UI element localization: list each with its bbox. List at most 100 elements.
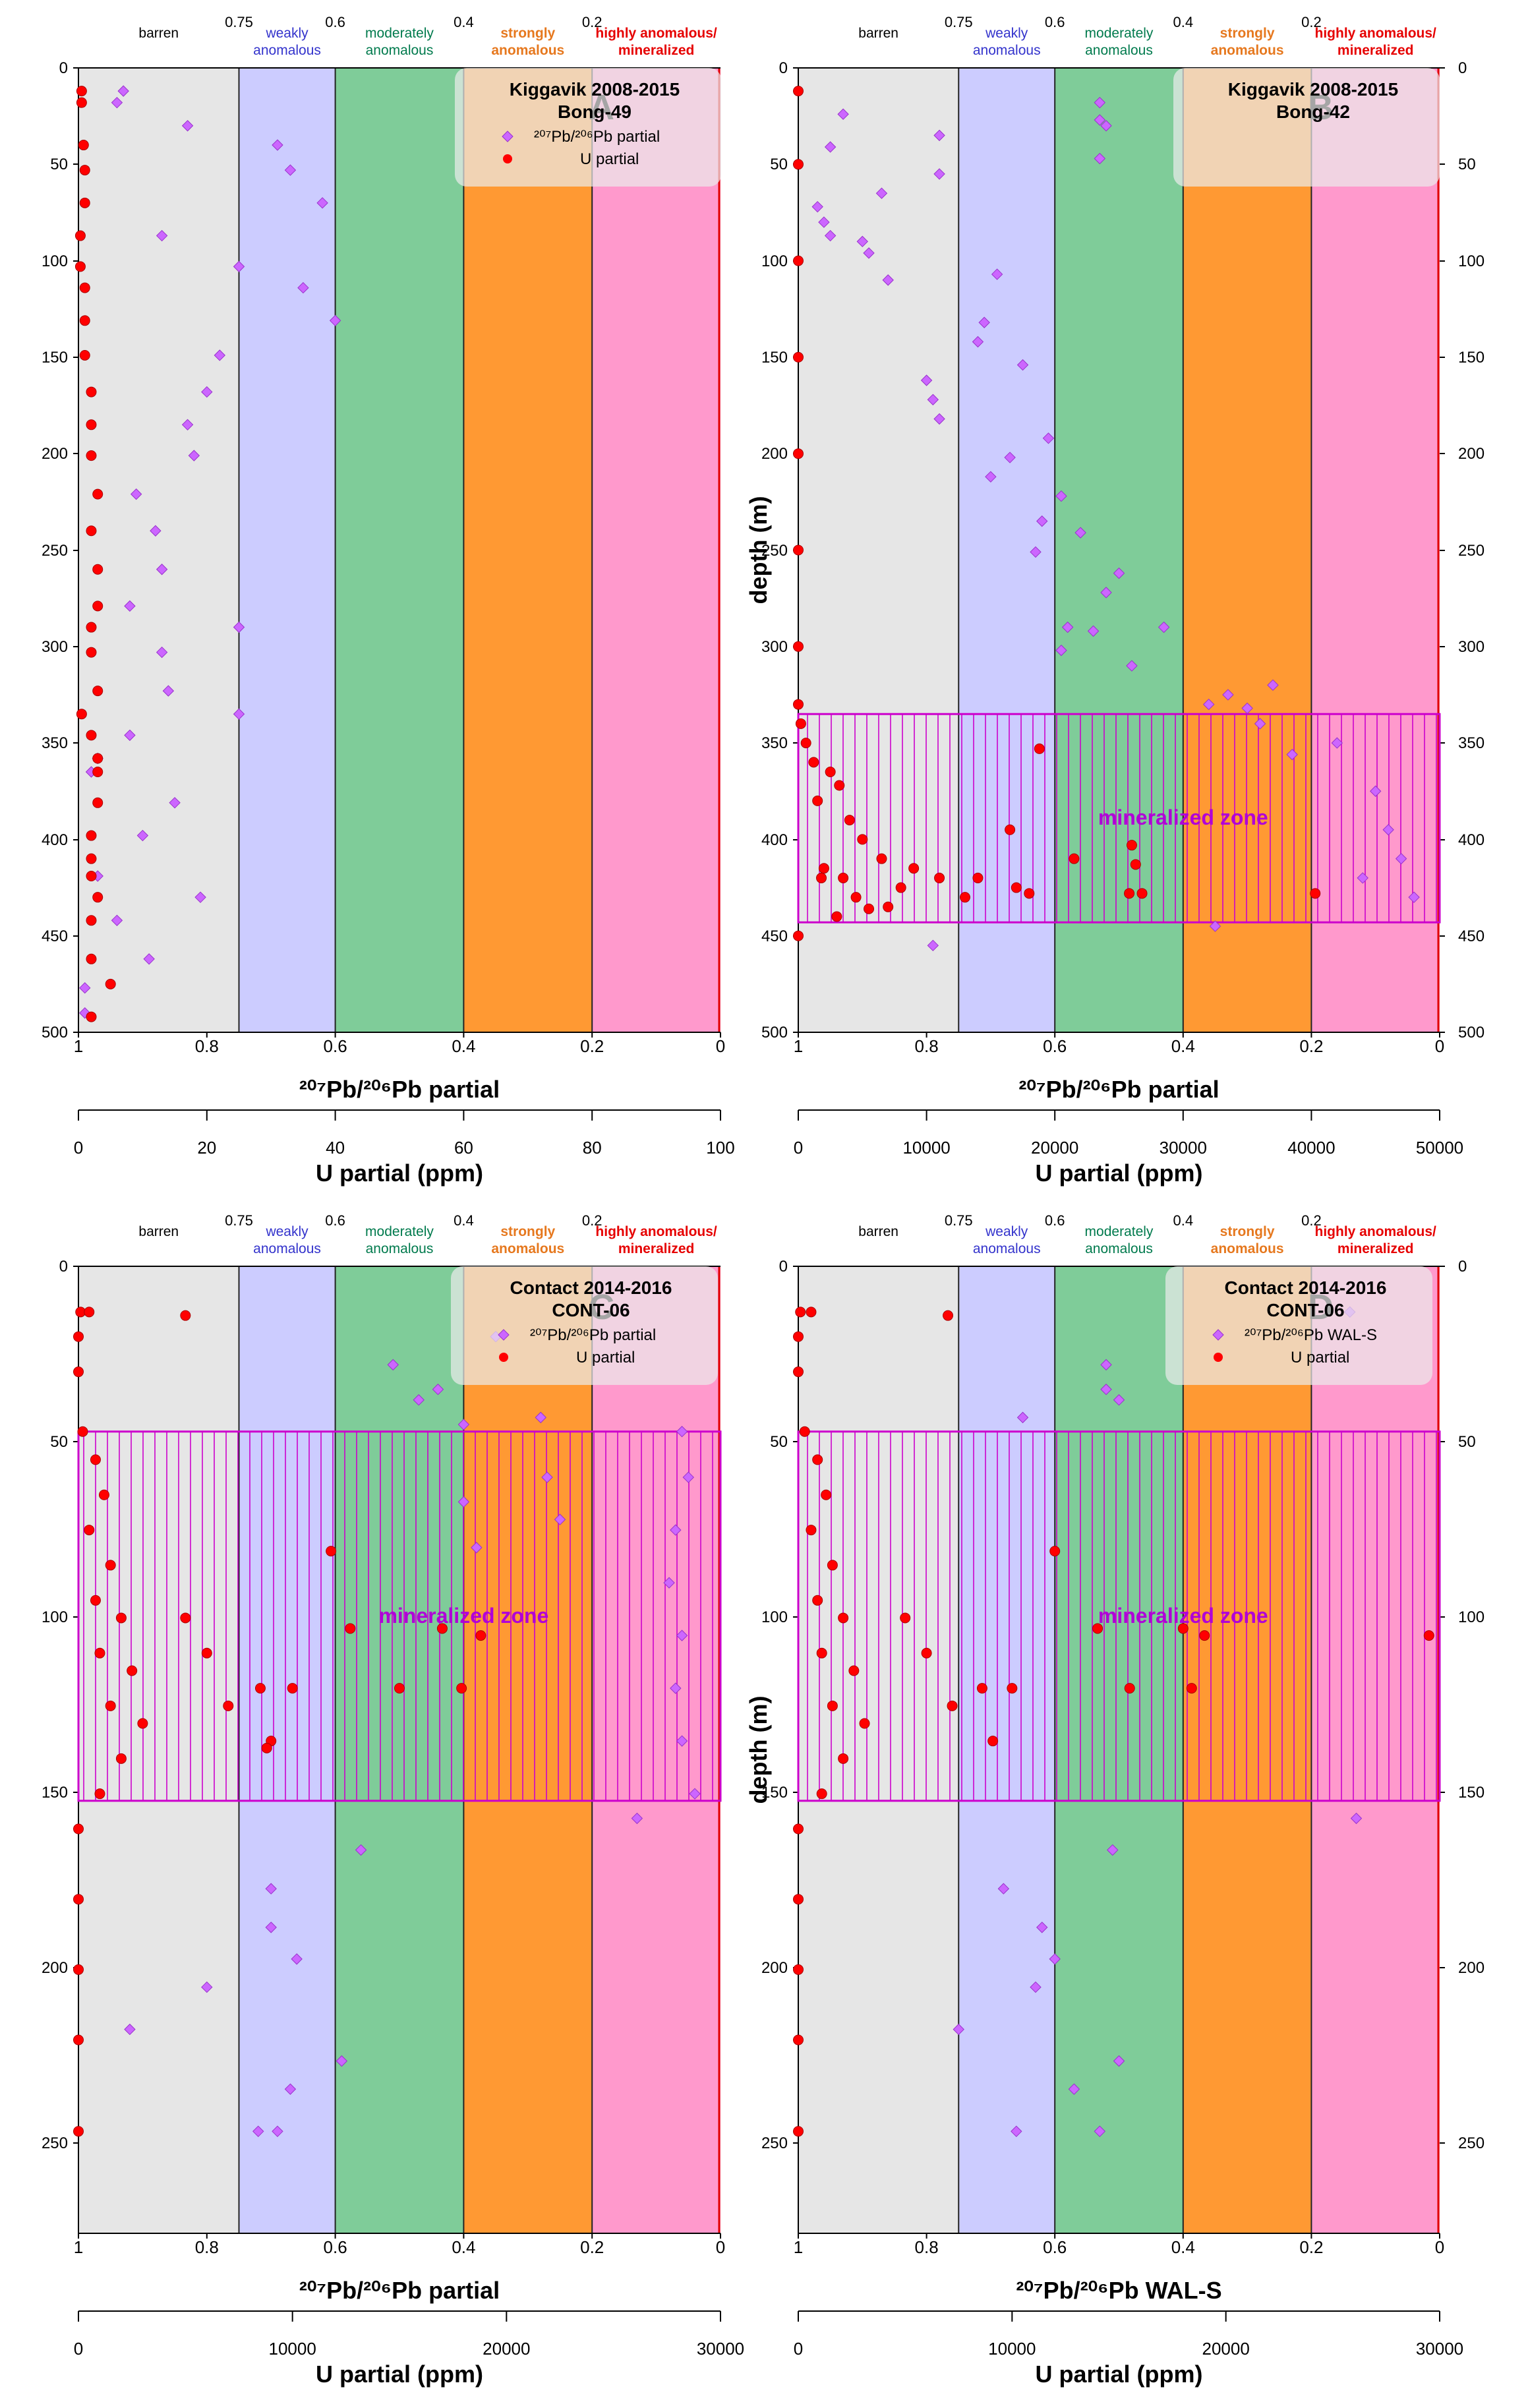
y-tick-label: 0 — [779, 1258, 788, 1276]
zone-label: mineralized — [618, 43, 695, 58]
u-point — [86, 830, 97, 841]
u-tick-label: 80 — [583, 1138, 602, 1158]
u-tick-label: 20000 — [483, 2339, 530, 2359]
zone-label: highly anomalous/ — [1315, 26, 1437, 41]
u-point — [92, 686, 103, 697]
u-point — [800, 738, 811, 749]
u-point — [793, 1823, 804, 1835]
ratio-point — [1036, 515, 1048, 527]
mineralized-zone-label: mineralized zone — [1098, 806, 1268, 829]
x-tick-label: 1 — [74, 1036, 83, 1056]
y-tick-label: 200 — [761, 445, 788, 463]
y-tick-label: 50 — [50, 156, 68, 173]
zone-label: anomalous — [973, 1241, 1041, 1256]
u-point — [806, 1307, 817, 1318]
y-tick-label: 250 — [761, 2134, 788, 2152]
u-tick-label: 50000 — [1416, 1138, 1463, 1158]
y-tick-label: 150 — [42, 349, 68, 367]
x-tick-label: 0.4 — [452, 1036, 475, 1056]
u-point — [74, 261, 86, 272]
title-line2: CONT-06 — [552, 1300, 630, 1320]
ratio-point — [143, 953, 155, 965]
ratio-point — [1331, 737, 1343, 749]
ratio-point — [1004, 452, 1016, 463]
u-point — [818, 863, 829, 874]
u-point — [1130, 859, 1141, 870]
panel-b: barren weakly anomalous moderately anomalous… — [745, 14, 1484, 1187]
u-point — [86, 730, 97, 741]
u-tick-label: 60 — [454, 1138, 473, 1158]
ratio-point — [355, 1844, 367, 1856]
ratio-point — [1030, 546, 1042, 558]
ratio-point — [316, 197, 328, 209]
legend-ratio-label: ²⁰⁷Pb/²⁰⁶Pb partial — [530, 1326, 656, 1344]
ratio-point — [329, 314, 341, 327]
y-tick-label-right: 500 — [1458, 1024, 1484, 1042]
u-point — [838, 1753, 849, 1764]
x-tick-label: 0.6 — [1043, 2237, 1067, 2257]
ratio-point — [663, 1577, 675, 1589]
zone-label: weakly — [265, 26, 309, 41]
zone-label: anomalous — [491, 43, 564, 58]
ratio-point — [875, 187, 888, 199]
u-point — [73, 1894, 84, 1905]
zone-band-0 — [78, 68, 239, 1032]
ratio-point — [676, 1735, 688, 1747]
x-tick-label: 0 — [716, 2237, 725, 2257]
zone-label: mineralized — [1337, 43, 1414, 58]
y-tick-label-right: 0 — [1458, 1258, 1467, 1276]
zone-threshold-tick: 0.4 — [1173, 1212, 1194, 1229]
ratio-point — [1158, 621, 1170, 633]
u-point — [77, 1426, 88, 1437]
ratio-point — [130, 488, 142, 500]
ratio-point — [676, 1426, 688, 1438]
u-point — [86, 419, 97, 430]
ratio-point — [856, 235, 869, 248]
u-point — [76, 97, 87, 108]
u-point — [92, 601, 103, 612]
x-axis-title: ²⁰⁷Pb/²⁰⁶Pb WAL-S — [1016, 2277, 1221, 2304]
zone-label: anomalous — [366, 1241, 434, 1256]
zone-threshold-tick: 0.4 — [454, 14, 474, 30]
x-tick-label: 0.8 — [195, 2237, 219, 2257]
ratio-point — [1011, 2125, 1022, 2138]
u-tick-label: 30000 — [1416, 2339, 1463, 2359]
zone-label-barren: barren — [138, 26, 179, 41]
title-box — [1173, 68, 1440, 187]
ratio-point — [150, 525, 162, 537]
ratio-point — [284, 2083, 297, 2095]
u-point — [436, 1623, 448, 1634]
u-point — [76, 86, 87, 97]
u-tick-label: 10000 — [269, 2339, 316, 2359]
zone-label: anomalous — [1085, 1241, 1153, 1256]
zone-label: anomalous — [253, 1241, 321, 1256]
y-tick-label: 100 — [42, 1608, 68, 1626]
x-tick-label: 0.2 — [580, 1036, 604, 1056]
y-tick-label-right: 350 — [1458, 734, 1484, 752]
ratio-point — [162, 685, 175, 697]
ratio-point — [1254, 718, 1266, 730]
u-point — [795, 1307, 806, 1318]
u-point — [821, 1489, 832, 1500]
ratio-point — [265, 1883, 277, 1894]
ratio-point — [156, 646, 168, 659]
x-tick-label: 0.8 — [915, 2237, 939, 2257]
zone-threshold-tick: 0.75 — [945, 1212, 973, 1229]
u-point — [105, 978, 116, 989]
u-point — [90, 1595, 101, 1606]
ratio-point — [111, 96, 123, 109]
u-point — [838, 1612, 849, 1624]
ratio-point — [1395, 852, 1407, 865]
u-point — [1049, 1546, 1061, 1557]
x-tick-label: 0 — [1435, 2237, 1444, 2257]
ratio-point — [1100, 120, 1112, 132]
ratio-point — [927, 939, 939, 952]
y-tick-label-right: 450 — [1458, 927, 1484, 945]
u-point — [812, 795, 823, 806]
zone-threshold-tick: 0.2 — [582, 14, 602, 30]
ratio-point — [1369, 785, 1382, 797]
ratio-point — [535, 1411, 546, 1424]
u-point — [223, 1700, 234, 1711]
u-point — [73, 1366, 84, 1378]
